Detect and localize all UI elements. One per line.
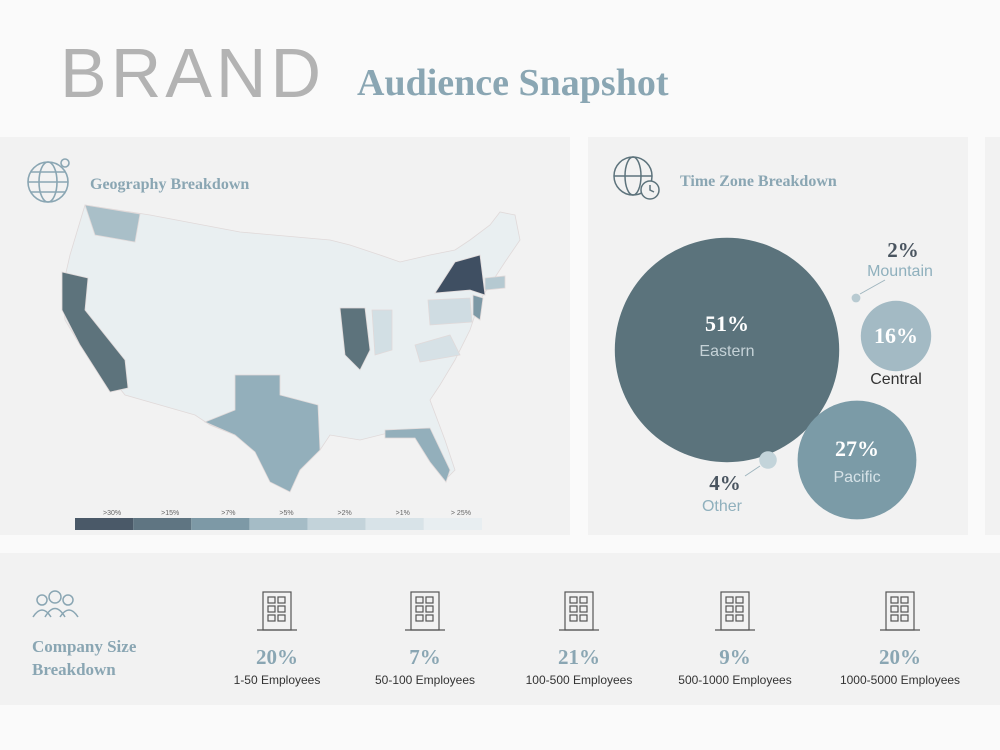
legend-swatch <box>133 518 192 530</box>
window <box>415 614 424 622</box>
bubble-name: Other <box>702 498 743 515</box>
window <box>425 614 434 622</box>
bubble-value: 51% <box>705 311 749 336</box>
bubble <box>797 400 917 520</box>
building-icon <box>405 591 445 631</box>
legend-swatch <box>307 518 366 530</box>
company-label: 500-1000 Employees <box>678 673 791 687</box>
window <box>569 614 578 622</box>
company-value: 7% <box>409 645 441 669</box>
timezone-icon <box>613 156 660 200</box>
legend-swatch <box>249 518 308 530</box>
geography-title: Geography Breakdown <box>90 176 249 193</box>
window <box>425 596 434 604</box>
window <box>267 605 276 613</box>
legend-label: >15% <box>161 510 179 517</box>
window <box>277 614 286 622</box>
window <box>890 614 899 622</box>
map-legend: >30% >15% >7% >5% >2% >1% > 25% <box>75 510 482 530</box>
window <box>890 596 899 604</box>
bubble <box>614 237 840 463</box>
window <box>579 596 588 604</box>
brand-logo: BRAND <box>60 34 325 112</box>
company-title: Company Size <box>32 637 137 656</box>
bubble-value: 2% <box>887 238 919 262</box>
callout-line <box>859 279 886 295</box>
window <box>425 605 434 613</box>
window <box>890 605 899 613</box>
company-card <box>0 553 1000 705</box>
company-value: 20% <box>879 645 921 669</box>
building-icon <box>257 591 297 631</box>
legend-label: >5% <box>279 510 293 517</box>
window <box>735 614 744 622</box>
bubble <box>851 293 861 303</box>
legend-swatch <box>191 518 250 530</box>
legend-label: >30% <box>103 510 121 517</box>
window <box>725 596 734 604</box>
company-label: 100-500 Employees <box>526 673 633 687</box>
window <box>267 596 276 604</box>
window <box>579 614 588 622</box>
people-icon <box>32 590 79 618</box>
window <box>277 605 286 613</box>
window <box>267 614 276 622</box>
timezone-bubbles: 51% Eastern 27% Pacific 16% Central 2%Mountain… <box>614 237 933 520</box>
company-title: Breakdown <box>32 660 116 679</box>
bubble-name: Eastern <box>699 343 754 360</box>
legend-label: >2% <box>338 510 352 517</box>
bubble-value: 4% <box>709 471 741 495</box>
bubble-value: 16% <box>874 323 918 348</box>
window <box>569 605 578 613</box>
legend-label: >1% <box>396 510 410 517</box>
window <box>900 605 909 613</box>
legend-swatch <box>423 518 482 530</box>
bubble-name: Central <box>870 371 922 388</box>
globe-icon <box>27 158 70 203</box>
company-items: 20% 1-50 Employees 7% 50-100 Employees 21% 10… <box>234 591 960 687</box>
window <box>725 614 734 622</box>
building-icon <box>559 591 599 631</box>
us-map <box>61 204 521 493</box>
timezone-title: Time Zone Breakdown <box>680 173 837 190</box>
window <box>735 596 744 604</box>
page-title: Audience Snapshot <box>357 62 669 104</box>
legend-swatch <box>365 518 424 530</box>
legend-label: >7% <box>221 510 235 517</box>
company-label: 1-50 Employees <box>234 673 321 687</box>
legend-swatch <box>75 518 134 530</box>
partial-card <box>985 137 1000 535</box>
bubble-value: 27% <box>835 436 879 461</box>
window <box>579 605 588 613</box>
building-icon <box>880 591 920 631</box>
window <box>900 596 909 604</box>
window <box>277 596 286 604</box>
bubble <box>860 300 932 372</box>
building-icon <box>715 591 755 631</box>
bubble-name: Mountain <box>867 263 933 280</box>
company-label: 1000-5000 Employees <box>840 673 960 687</box>
legend-label: > 25% <box>451 510 471 517</box>
window <box>725 605 734 613</box>
window <box>569 596 578 604</box>
company-value: 9% <box>719 645 751 669</box>
window <box>415 596 424 604</box>
company-value: 20% <box>256 645 298 669</box>
window <box>415 605 424 613</box>
window <box>900 614 909 622</box>
bubble-name: Pacific <box>833 469 880 486</box>
company-value: 21% <box>558 645 600 669</box>
bubble <box>759 451 777 469</box>
window <box>735 605 744 613</box>
callout-line <box>744 465 761 477</box>
company-label: 50-100 Employees <box>375 673 475 687</box>
